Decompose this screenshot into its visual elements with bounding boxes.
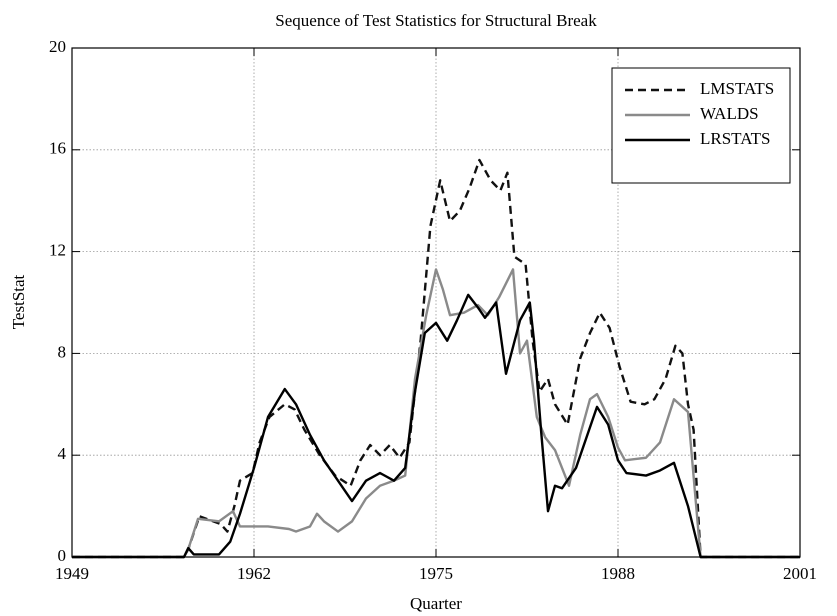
x-tick-label: 2001	[783, 564, 817, 583]
x-tick-label: 1962	[237, 564, 271, 583]
legend-label: LRSTATS	[700, 129, 770, 148]
legend-label: LMSTATS	[700, 79, 774, 98]
x-tick-label: 1988	[601, 564, 635, 583]
y-axis-label: TestStat	[9, 274, 28, 329]
plot-frame	[71, 47, 801, 558]
y-tick-label: 16	[49, 139, 66, 158]
y-tick-label: 12	[49, 241, 66, 260]
chart-title: Sequence of Test Statistics for Structur…	[275, 11, 597, 30]
x-tick-label: 1975	[419, 564, 453, 583]
legend-label: WALDS	[700, 104, 759, 123]
y-tick-label: 4	[58, 444, 67, 463]
y-tick-label: 8	[58, 342, 67, 361]
x-axis-label: Quarter	[410, 594, 462, 613]
series-line	[72, 268, 800, 559]
y-tick-label: 20	[49, 37, 66, 56]
x-tick-label: 1949	[55, 564, 89, 583]
legend: LMSTATS WALDS LRSTATS	[611, 67, 791, 184]
legend-box	[611, 67, 791, 184]
series-line	[72, 293, 800, 559]
y-tick-label: 0	[58, 546, 67, 565]
